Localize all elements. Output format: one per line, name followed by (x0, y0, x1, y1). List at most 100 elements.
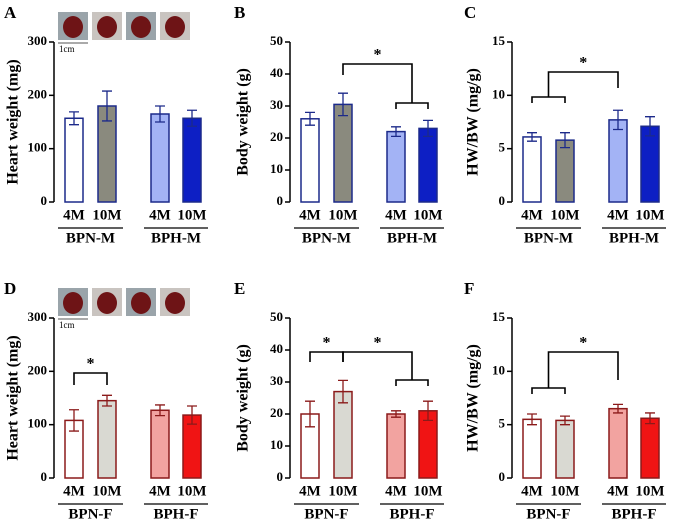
error-bar (560, 132, 570, 149)
x-tick-label: 4M (149, 207, 171, 223)
group-label: BPH-F (390, 506, 435, 522)
error-bar (187, 405, 197, 425)
x-tick-label: 4M (149, 483, 171, 499)
y-tick-label: 100 (28, 140, 48, 155)
panel-label: B (234, 3, 245, 22)
error-bar (155, 404, 165, 417)
error-bar (613, 109, 623, 131)
group-label: BPN-F (526, 506, 570, 522)
x-tick-label: 10M (635, 207, 664, 223)
group-label: BPH-M (151, 230, 201, 246)
y-axis-label: Heart weight (mg) (5, 335, 22, 460)
bar (522, 136, 542, 203)
error-bar (69, 409, 79, 432)
group-label: BPH-M (387, 230, 437, 246)
y-tick-label: 10 (270, 161, 283, 176)
y-tick-label: 0 (499, 193, 506, 208)
group-label: BPH-F (612, 506, 657, 522)
group-label: BPN-F (68, 506, 112, 522)
error-bar (155, 105, 165, 123)
group-label: BPN-M (66, 230, 115, 246)
bar (182, 117, 202, 203)
x-tick-label: 4M (521, 483, 543, 499)
error-bar (338, 379, 348, 404)
x-tick-label: 10M (550, 483, 579, 499)
y-tick-label: 0 (41, 469, 48, 484)
bar (555, 139, 575, 203)
x-tick-label: 4M (385, 207, 407, 223)
panel-label: A (4, 3, 17, 22)
error-bar (527, 413, 537, 426)
y-tick-label: 30 (270, 373, 283, 388)
x-tick-label: 4M (385, 483, 407, 499)
heart-image (131, 16, 151, 38)
x-tick-label: 4M (299, 483, 321, 499)
heart-image (63, 16, 83, 38)
bar (97, 399, 117, 479)
error-bar (391, 410, 401, 418)
y-tick-label: 200 (28, 86, 48, 101)
y-axis-label: Body weight (g) (235, 68, 252, 176)
x-tick-label: 10M (550, 207, 579, 223)
heart-image (97, 292, 117, 314)
heart-image (97, 16, 117, 38)
y-tick-label: 40 (270, 341, 283, 356)
y-tick-label: 10 (492, 362, 505, 377)
x-tick-label: 10M (413, 483, 442, 499)
bar (640, 417, 660, 479)
significance-label: * (579, 335, 587, 352)
error-bar (305, 111, 315, 126)
x-tick-label: 10M (328, 207, 357, 223)
x-tick-label: 4M (607, 207, 629, 223)
group-label: BPN-M (524, 230, 573, 246)
x-tick-label: 10M (635, 483, 664, 499)
error-bar (305, 400, 315, 428)
error-bar (645, 412, 655, 425)
bar (386, 130, 406, 203)
y-tick-label: 300 (28, 33, 48, 48)
y-tick-label: 10 (492, 86, 505, 101)
error-bar (645, 116, 655, 137)
x-tick-label: 4M (63, 483, 85, 499)
x-tick-label: 4M (521, 207, 543, 223)
x-tick-label: 10M (177, 483, 206, 499)
x-tick-label: 4M (299, 207, 321, 223)
y-tick-label: 100 (28, 416, 48, 431)
bar (640, 125, 660, 203)
group-label: BPH-F (154, 506, 199, 522)
y-tick-label: 20 (270, 129, 283, 144)
significance-bracket (342, 351, 429, 386)
significance-bracket (531, 71, 619, 103)
heart-image (165, 292, 185, 314)
panel-label: F (464, 279, 474, 298)
bar (333, 390, 353, 479)
scale-label: 1cm (59, 44, 75, 54)
group-label: BPN-F (304, 506, 348, 522)
error-bar (102, 90, 112, 122)
y-axis-label: Heart weight (mg) (5, 59, 22, 184)
y-tick-label: 15 (492, 33, 506, 48)
y-tick-label: 0 (41, 193, 48, 208)
significance-bracket (309, 351, 344, 362)
error-bar (560, 415, 570, 426)
bar (150, 409, 170, 479)
group-label: BPH-M (609, 230, 659, 246)
x-tick-label: 10M (177, 207, 206, 223)
y-tick-label: 40 (270, 65, 283, 80)
error-bar (527, 132, 537, 142)
scale-label: 1cm (59, 320, 75, 330)
y-axis-label: HW/BW (mg/g) (465, 68, 482, 176)
x-tick-label: 10M (92, 483, 121, 499)
bar (418, 127, 438, 203)
y-tick-label: 5 (499, 140, 506, 155)
significance-bracket (73, 372, 108, 385)
heart-image (131, 292, 151, 314)
y-axis-label: Body weight (g) (235, 344, 252, 452)
x-tick-label: 4M (607, 483, 629, 499)
bar (150, 113, 170, 203)
y-tick-label: 50 (270, 309, 283, 324)
error-bar (69, 111, 79, 126)
y-tick-label: 200 (28, 362, 48, 377)
significance-label: * (579, 55, 587, 72)
